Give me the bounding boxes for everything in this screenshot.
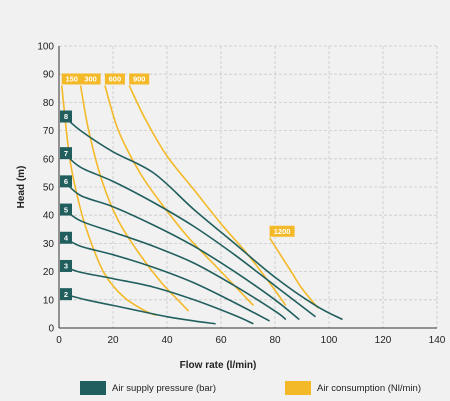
consumption-tag-label: 150 — [65, 74, 78, 83]
legend-label: Air supply pressure (bar) — [112, 383, 216, 394]
pressure-line-3 — [64, 265, 254, 325]
x-tick-label: 100 — [321, 335, 338, 346]
pressure-tag-label: 6 — [64, 177, 68, 186]
pressure-line-4 — [64, 237, 270, 322]
x-tick-label: 0 — [56, 335, 62, 346]
y-tick-label: 30 — [43, 239, 55, 250]
pressure-tag-5 — [60, 203, 72, 216]
series — [60, 85, 343, 325]
x-tick-label: 40 — [161, 335, 173, 346]
x-tick-label: 20 — [107, 335, 119, 346]
grid — [59, 45, 438, 328]
x-tick-label: 120 — [375, 335, 392, 346]
consumption-line-1200 — [268, 237, 319, 309]
pressure-line-2 — [64, 293, 216, 325]
consumption-tag-label: 1200 — [274, 227, 291, 236]
y-tick-label: 90 — [43, 70, 55, 81]
x-tick-label: 140 — [429, 335, 446, 346]
y-tick-label: 50 — [43, 183, 55, 194]
pressure-tag-label: 5 — [64, 205, 68, 214]
consumption-tag-label: 900 — [133, 74, 146, 83]
y-tick-label: 20 — [43, 267, 55, 278]
consumption-tag-900 — [129, 73, 150, 85]
consumption-tag-150 — [61, 73, 82, 85]
pressure-tag-label: 4 — [64, 233, 69, 242]
x-tick-label: 60 — [215, 335, 227, 346]
axes: 0 10 20 30 40 50 60 70 80 90 100 0 20 40 60 80 100 120 140… — [16, 42, 446, 372]
legend-swatch — [285, 381, 311, 395]
pressure-tag-label: 2 — [64, 290, 68, 299]
x-tick-label: 80 — [269, 335, 281, 346]
legend-swatch — [80, 381, 106, 395]
y-tick-label: 0 — [48, 324, 54, 335]
consumption-tag-label: 600 — [109, 74, 122, 83]
consumption-tag-label: 300 — [84, 74, 97, 83]
series-tags: 2 3 4 5 6 7 8 150 300 600 900 1200 — [60, 73, 295, 301]
y-tick-label: 80 — [43, 98, 55, 109]
y-tick-label: 40 — [43, 211, 55, 222]
pressure-tag-2 — [60, 288, 72, 301]
legend-label: Air consumption (Nl/min) — [317, 383, 421, 394]
pressure-line-8 — [63, 115, 343, 321]
y-tick-label: 10 — [43, 295, 55, 306]
y-tick-label: 100 — [37, 42, 54, 53]
pressure-tag-label: 8 — [64, 112, 68, 121]
legend: Air supply pressure (bar) Air consumption… — [80, 381, 421, 395]
y-tick-label: 70 — [43, 126, 55, 137]
pressure-tag-6 — [60, 175, 72, 188]
pressure-tag-4 — [60, 231, 72, 244]
pressure-tag-7 — [60, 147, 72, 160]
pressure-tag-8 — [60, 110, 72, 123]
pressure-tag-3 — [60, 259, 72, 272]
pressure-tag-label: 3 — [64, 262, 68, 271]
consumption-tag-600 — [104, 73, 125, 85]
y-axis-title: Head (m) — [16, 166, 27, 209]
consumption-tag-1200 — [269, 225, 295, 237]
pressure-line-5 — [63, 208, 287, 321]
pressure-line-7 — [63, 152, 316, 318]
x-axis-title: Flow rate (l/min) — [180, 360, 257, 371]
pressure-tag-label: 7 — [64, 149, 68, 158]
consumption-tag-300 — [80, 73, 101, 85]
pressure-line-6 — [63, 180, 300, 321]
consumption-line-300 — [79, 85, 190, 312]
y-tick-label: 60 — [43, 154, 55, 165]
